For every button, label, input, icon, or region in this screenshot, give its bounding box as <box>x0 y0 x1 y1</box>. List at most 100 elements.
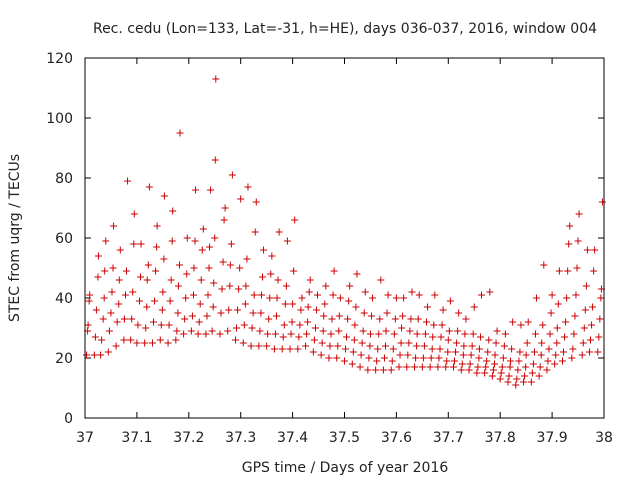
data-point <box>210 279 218 287</box>
data-point <box>110 222 118 230</box>
data-point <box>457 366 465 374</box>
data-point <box>309 348 317 356</box>
data-point <box>566 222 574 230</box>
data-point <box>430 321 438 329</box>
data-point <box>187 327 195 335</box>
data-point <box>369 294 377 302</box>
data-point <box>489 366 497 374</box>
data-point <box>158 306 166 314</box>
data-point <box>207 186 215 194</box>
data-point <box>320 312 328 320</box>
data-point <box>258 273 266 281</box>
data-point <box>325 354 333 362</box>
data-point <box>159 288 167 296</box>
data-point <box>174 309 182 317</box>
data-point <box>176 129 184 137</box>
data-point <box>224 327 232 335</box>
data-point <box>451 357 459 365</box>
data-point <box>237 195 245 203</box>
data-point <box>387 366 395 374</box>
data-point <box>191 237 199 245</box>
data-point <box>493 327 501 335</box>
data-point <box>587 336 595 344</box>
x-tick-label: 37.7 <box>433 430 464 446</box>
data-point <box>135 297 143 305</box>
data-point <box>83 351 91 359</box>
data-point <box>286 345 294 353</box>
data-point <box>398 324 406 332</box>
data-point <box>589 303 597 311</box>
data-point <box>305 288 313 296</box>
data-point <box>522 363 530 371</box>
y-tick-label: 20 <box>55 351 73 367</box>
data-point <box>414 315 422 323</box>
data-point <box>444 348 452 356</box>
data-point <box>85 297 93 305</box>
data-point <box>344 315 352 323</box>
data-point <box>565 240 573 248</box>
data-point <box>335 327 343 335</box>
data-point <box>504 378 512 386</box>
data-point <box>281 300 289 308</box>
data-point <box>588 321 596 329</box>
data-point <box>505 372 513 380</box>
data-point <box>236 264 244 272</box>
data-point <box>475 354 483 362</box>
data-point <box>382 327 390 335</box>
data-point <box>304 303 312 311</box>
data-point <box>443 357 451 365</box>
data-point <box>144 261 152 269</box>
data-point <box>590 267 598 275</box>
data-point <box>280 321 288 329</box>
data-point <box>205 264 213 272</box>
data-point <box>413 330 421 338</box>
data-point <box>453 339 461 347</box>
data-point <box>328 315 336 323</box>
data-point <box>522 351 530 359</box>
data-point <box>391 315 399 323</box>
plot-frame <box>84 57 605 419</box>
data-point <box>460 342 468 350</box>
data-point <box>296 321 304 329</box>
data-point <box>449 363 457 371</box>
data-point <box>478 291 486 299</box>
data-point <box>459 351 467 359</box>
data-point <box>548 291 556 299</box>
data-point <box>196 300 204 308</box>
data-point <box>465 366 473 374</box>
data-point <box>137 273 145 281</box>
data-point <box>552 351 560 359</box>
data-point <box>115 276 123 284</box>
data-point <box>486 288 494 296</box>
data-point <box>234 306 242 314</box>
data-point <box>404 351 412 359</box>
data-point <box>561 333 569 341</box>
data-point <box>411 363 419 371</box>
data-point <box>520 378 528 386</box>
data-point <box>319 327 327 335</box>
data-point <box>380 354 388 362</box>
data-point <box>358 339 366 347</box>
data-point <box>204 291 212 299</box>
data-point <box>597 294 605 302</box>
data-point <box>523 339 531 347</box>
data-point <box>353 270 361 278</box>
data-point <box>256 327 264 335</box>
data-point <box>211 156 219 164</box>
data-point <box>153 243 161 251</box>
data-point <box>120 336 128 344</box>
data-point <box>467 351 475 359</box>
data-point <box>160 192 168 200</box>
data-point <box>423 318 431 326</box>
y-tick-label: 100 <box>46 111 73 127</box>
data-point <box>266 294 274 302</box>
data-point <box>357 351 365 359</box>
data-point <box>275 228 283 236</box>
data-point <box>271 330 279 338</box>
data-point <box>384 291 392 299</box>
data-point <box>240 321 248 329</box>
data-point <box>94 273 102 281</box>
data-point <box>484 348 492 356</box>
data-point <box>84 321 92 329</box>
data-point <box>389 345 397 353</box>
